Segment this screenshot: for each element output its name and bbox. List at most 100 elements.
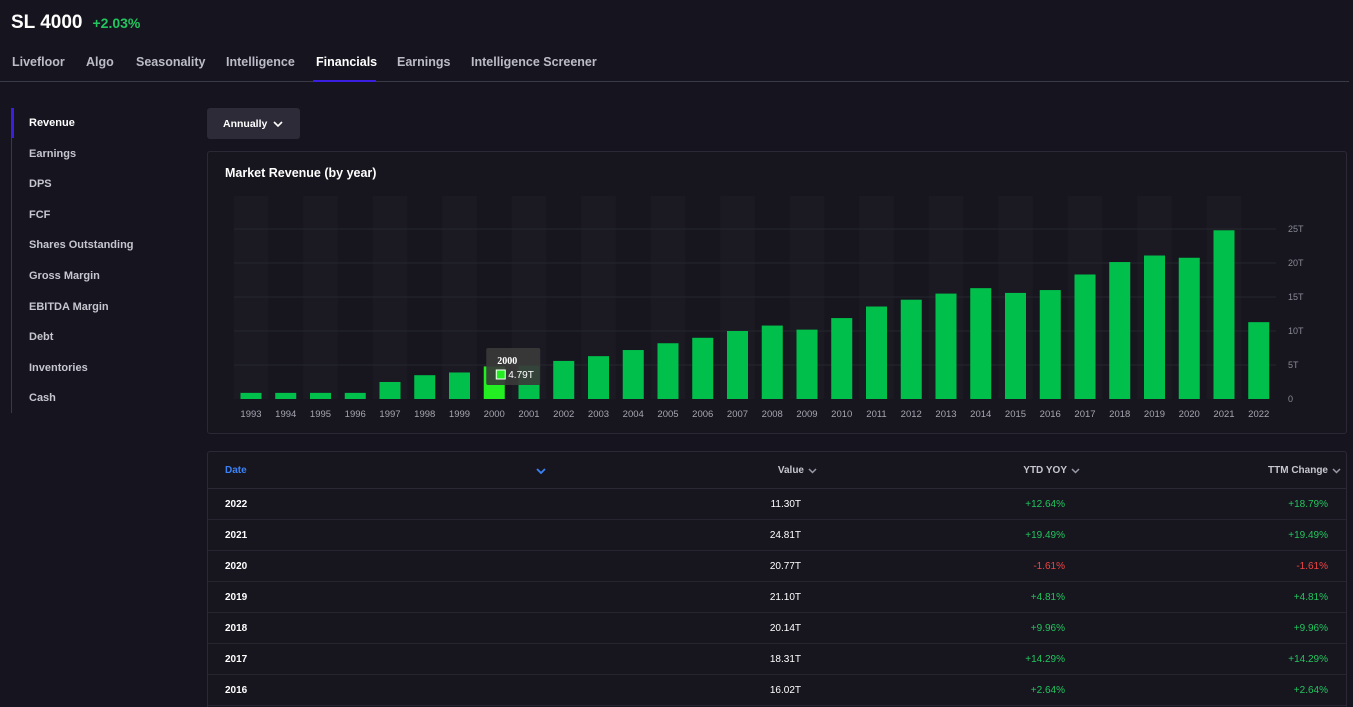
period-dropdown-label: Annually <box>223 117 268 130</box>
nav-tabs: Livefloor Algo Seasonality Intelligence … <box>0 43 1349 82</box>
cell-ttm-change: +2.64% <box>1293 685 1328 696</box>
cell-date: 2017 <box>225 654 248 665</box>
y-tick-label: 5T <box>1288 360 1299 370</box>
cell-value: 20.77T <box>769 561 801 572</box>
bar-1999 <box>449 372 470 399</box>
cell-ttm-change: -1.61% <box>1296 561 1328 572</box>
bar-1998 <box>414 375 436 399</box>
period-dropdown[interactable]: Annually <box>207 108 300 139</box>
bar-2004 <box>622 350 644 399</box>
x-tick-label: 2003 <box>588 409 609 420</box>
tab-livefloor[interactable]: Livefloor <box>12 55 65 69</box>
table-row[interactable]: 2018 20.14T +9.96% +9.96% <box>208 613 1346 644</box>
x-tick-label: 1996 <box>345 409 366 420</box>
x-tick-label: 2000 <box>484 409 505 420</box>
sidebar-item-gross-margin[interactable]: Gross Margin <box>29 270 100 282</box>
bar-2006 <box>692 337 714 399</box>
active-item-marker <box>11 108 14 138</box>
column-header-ytd-yoy[interactable]: YTD YOY <box>1023 465 1080 476</box>
y-tick-label: 10T <box>1288 326 1304 336</box>
bar-2018 <box>1109 262 1131 399</box>
bar-2007 <box>727 331 748 399</box>
cell-ytd-yoy: -1.61% <box>1033 561 1065 572</box>
bar-2021 <box>1213 230 1235 399</box>
chevron-down-icon <box>1332 467 1341 474</box>
bar-2019 <box>1144 255 1165 399</box>
tab-intelligence-screener[interactable]: Intelligence Screener <box>471 55 597 69</box>
x-tick-label: 2002 <box>553 409 574 420</box>
bar-2013 <box>935 293 957 399</box>
bar-2009 <box>796 329 818 399</box>
tab-algo[interactable]: Algo <box>86 55 114 69</box>
sidebar-item-debt[interactable]: Debt <box>29 331 54 343</box>
x-tick-label: 1993 <box>240 409 261 420</box>
cell-date: 2018 <box>225 623 248 634</box>
x-tick-label: 2019 <box>1144 409 1165 420</box>
column-header-value[interactable]: Value <box>778 465 817 476</box>
sidebar-item-inventories[interactable]: Inventories <box>29 362 88 374</box>
bar-2011 <box>866 306 887 399</box>
sidebar-item-ebitda-margin[interactable]: EBITDA Margin <box>29 301 109 313</box>
sidebar-item-cash[interactable]: Cash <box>29 392 56 404</box>
tab-earnings[interactable]: Earnings <box>397 55 451 69</box>
x-tick-label: 2017 <box>1074 409 1095 420</box>
bar-2003 <box>588 356 609 399</box>
x-tick-label: 2021 <box>1213 409 1234 420</box>
chevron-down-icon <box>1071 467 1080 474</box>
ticker-symbol: SL 4000 <box>11 12 83 33</box>
column-header-ttm-change[interactable]: TTM Change <box>1268 465 1341 476</box>
cell-value: 24.81T <box>769 530 801 541</box>
sidebar-item-shares-outstanding[interactable]: Shares Outstanding <box>29 239 134 251</box>
sidebar-item-revenue[interactable]: Revenue <box>29 117 75 129</box>
table-header-divider <box>208 488 1346 489</box>
x-tick-label: 2005 <box>657 409 678 420</box>
table-row[interactable]: 2021 24.81T +19.49% +19.49% <box>208 520 1346 551</box>
ticker-change: +2.03% <box>92 15 141 31</box>
table-row[interactable]: 2022 11.30T +12.64% +18.79% <box>208 489 1346 520</box>
cell-ttm-change: +18.79% <box>1288 499 1328 510</box>
column-header-value-label: Value <box>777 465 804 476</box>
x-tick-label: 2009 <box>796 409 817 420</box>
column-header-date[interactable]: Date <box>225 465 247 476</box>
sort-chevron-icon[interactable] <box>536 468 546 474</box>
cell-ytd-yoy: +9.96% <box>1030 623 1065 634</box>
tab-seasonality[interactable]: Seasonality <box>136 55 206 69</box>
x-tick-label: 1998 <box>414 409 435 420</box>
table-row[interactable]: 2019 21.10T +4.81% +4.81% <box>208 582 1346 613</box>
bar-1994 <box>275 392 297 399</box>
x-tick-label: 2001 <box>518 409 539 420</box>
cell-ytd-yoy: +4.81% <box>1030 592 1065 603</box>
x-tick-label: 1997 <box>379 409 400 420</box>
cell-ytd-yoy: +2.64% <box>1030 685 1065 696</box>
x-tick-label: 2016 <box>1040 409 1061 420</box>
ticker-header: SL 4000 +2.03% <box>11 12 140 34</box>
table-row[interactable]: 2016 16.02T +2.64% +2.64% <box>208 675 1346 706</box>
active-tab-indicator <box>313 80 376 82</box>
bar-2008 <box>761 325 783 399</box>
revenue-chart-card: Market Revenue (by year) 0 5T 10T 15T 20T 25T… <box>207 151 1347 434</box>
bar-2012 <box>900 299 922 399</box>
sidebar-item-fcf[interactable]: FCF <box>29 209 51 221</box>
y-tick-label: 20T <box>1288 258 1304 268</box>
cell-date: 2022 <box>225 499 248 510</box>
y-tick-label: 25T <box>1288 224 1304 234</box>
x-tick-label: 1995 <box>310 409 331 420</box>
cell-ttm-change: +4.81% <box>1293 592 1328 603</box>
bar-1995 <box>310 392 331 399</box>
table-row[interactable]: 2017 18.31T +14.29% +14.29% <box>208 644 1346 675</box>
sidebar-item-earnings[interactable]: Earnings <box>29 148 77 160</box>
column-header-ttm-label: TTM Change <box>1268 465 1328 476</box>
tab-intelligence[interactable]: Intelligence <box>226 55 295 69</box>
x-tick-label: 2012 <box>901 409 922 420</box>
bar-2020 <box>1178 257 1200 399</box>
cell-value: 20.14T <box>769 623 801 634</box>
x-tick-label: 2008 <box>762 409 783 420</box>
revenue-table: Date Value YTD YOY TTM Change 2022 11.30T… <box>207 451 1347 707</box>
sidebar-item-dps[interactable]: DPS <box>29 178 52 190</box>
x-tick-label: 2010 <box>831 409 852 420</box>
x-tick-label: 2022 <box>1248 409 1269 420</box>
table-row[interactable]: 2020 20.77T -1.61% -1.61% <box>208 551 1346 582</box>
tooltip-category: 2000 <box>497 356 517 367</box>
tab-financials[interactable]: Financials <box>316 55 378 69</box>
bar-2014 <box>970 288 992 399</box>
